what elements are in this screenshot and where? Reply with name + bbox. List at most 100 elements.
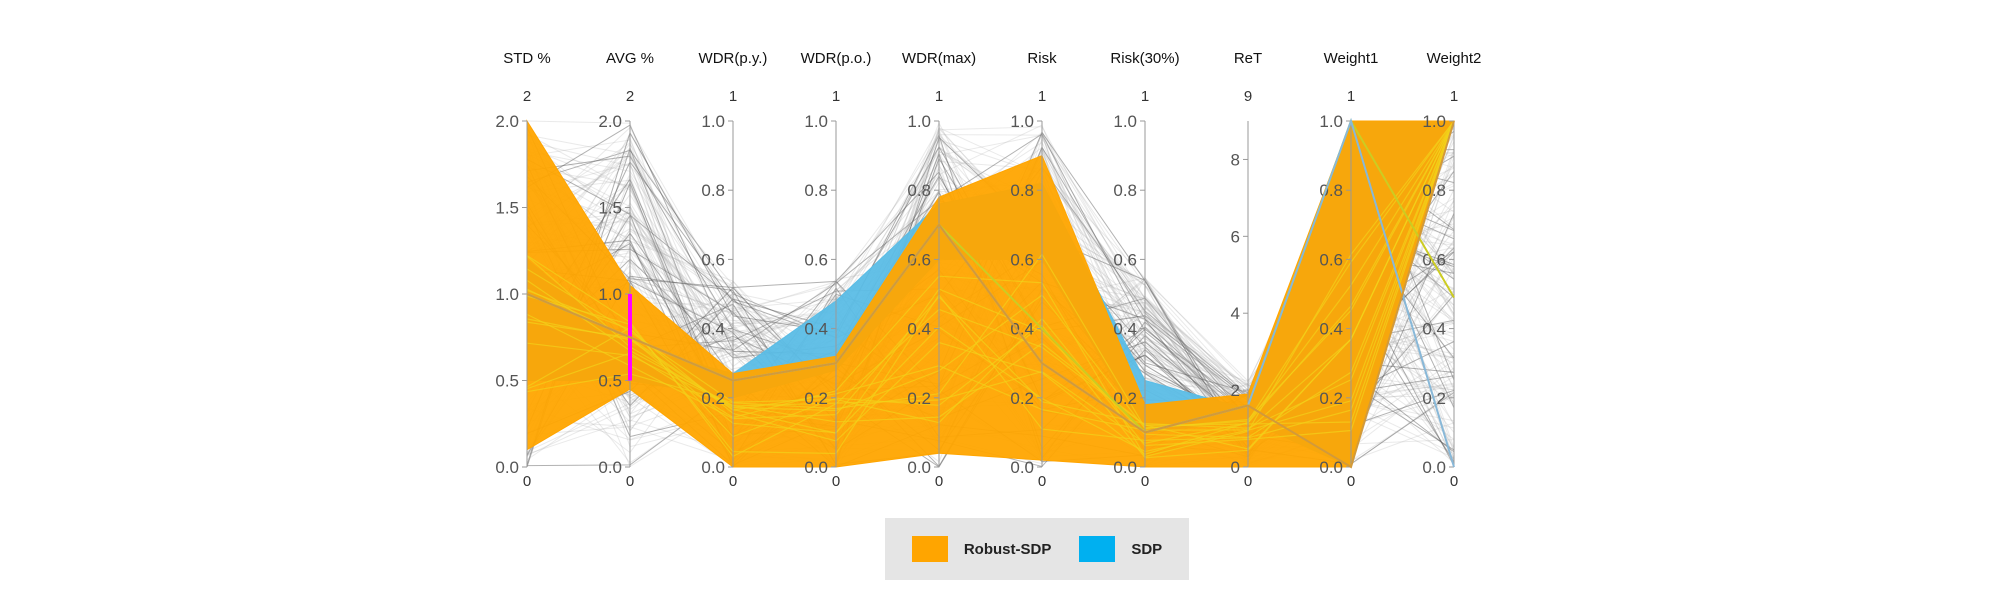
highlighted-line [526, 120, 1455, 469]
legend-swatch-robust-sdp [911, 536, 948, 562]
axis-max-label: 1 [832, 88, 840, 105]
tick-label: 0.2 [1010, 389, 1034, 408]
tick-label: 0.2 [1113, 389, 1137, 408]
tick-label: 0.0 [907, 458, 931, 477]
tick-label: 0.4 [907, 320, 931, 339]
legend-swatch-sdp [1079, 536, 1116, 562]
axis-max-label: 2 [523, 88, 531, 105]
axis-max-label: 2 [626, 88, 634, 105]
tick-label: 6 [1231, 227, 1240, 246]
legend-item-robust-sdp[interactable]: Robust-SDP [911, 536, 1052, 562]
axis-title-wdr-p-o: WDR(p.o.) [801, 50, 872, 67]
tick-label: 0.6 [1319, 250, 1343, 269]
axis-max-label: 1 [1450, 88, 1458, 105]
tick-label: 0.4 [1113, 320, 1137, 339]
axis-max-label: 1 [935, 88, 943, 105]
tick-label: 0.2 [907, 389, 931, 408]
tick-label: 8 [1231, 150, 1240, 169]
highlight-strand [526, 120, 1455, 438]
highlight-strand [526, 120, 1455, 430]
tick-label: 0.8 [1010, 181, 1034, 200]
legend-item-sdp[interactable]: SDP [1079, 536, 1162, 562]
tick-label: 0.6 [1422, 250, 1446, 269]
tick-label: 0.6 [701, 250, 725, 269]
tick-label: 1.0 [1113, 112, 1137, 131]
highlight-strand [526, 120, 1455, 431]
tick-label: 1.0 [1422, 112, 1446, 131]
axis-min-label: 0 [729, 473, 737, 490]
tick-label: 0.4 [1422, 320, 1446, 339]
tick-label: 0.4 [804, 320, 828, 339]
axis-title-wdr-max: WDR(max) [902, 50, 976, 67]
tick-label: 0.2 [701, 389, 725, 408]
highlight-strand [526, 120, 1455, 455]
tick-label: 0.8 [804, 181, 828, 200]
tick-label: 0.6 [804, 250, 828, 269]
highlight-strand [526, 120, 1455, 429]
tick-label: 0.8 [701, 181, 725, 200]
highlight-strand [526, 120, 1455, 447]
legend-label-sdp: SDP [1131, 540, 1163, 558]
tick-label: 2.0 [495, 112, 519, 131]
tick-label: 0.0 [1010, 458, 1034, 477]
tick-label: 0.0 [701, 458, 725, 477]
axis-title-weight2: Weight2 [1427, 50, 1482, 67]
axis-min-label: 0 [832, 473, 840, 490]
axis-min-label: 0 [1141, 473, 1149, 490]
highlight-strand [526, 120, 1455, 450]
tick-label: 1.5 [495, 199, 519, 218]
tick-label: 1.0 [1010, 112, 1034, 131]
axis-title-weight1: Weight1 [1324, 50, 1379, 67]
tick-label: 1.0 [1319, 112, 1343, 131]
tick-label: 0.0 [1113, 458, 1137, 477]
tick-label: 0.0 [1319, 458, 1343, 477]
tick-label: 0.4 [1319, 320, 1343, 339]
tick-label: 1.0 [495, 285, 519, 304]
axis-min-label: 0 [1450, 473, 1458, 490]
axis-title-wdr-p-y: WDR(p.y.) [699, 50, 768, 67]
highlight-strand [526, 120, 1455, 458]
tick-label: 0.4 [1010, 320, 1034, 339]
axis-min-label: 0 [935, 473, 943, 490]
axis-max-label: 1 [1347, 88, 1355, 105]
tick-label: 1.0 [907, 112, 931, 131]
axis-min-label: 0 [1244, 473, 1252, 490]
axis-min-label: 0 [523, 473, 531, 490]
tick-label: 1.0 [701, 112, 725, 131]
legend-label-robust-sdp: Robust-SDP [963, 540, 1052, 558]
tick-label: 1.5 [598, 199, 622, 218]
tick-label: 0.0 [804, 458, 828, 477]
tick-label: 4 [1231, 304, 1240, 323]
axis-title-avg: AVG % [606, 50, 654, 67]
tick-label: 0.2 [1319, 389, 1343, 408]
tick-label: 0.5 [495, 372, 519, 391]
highlighted-lines [526, 117, 1455, 469]
axis-min-label: 0 [1347, 473, 1355, 490]
tick-label: 0.5 [598, 372, 622, 391]
tick-label: 0.0 [495, 458, 519, 477]
tick-label: 0.0 [1422, 458, 1446, 477]
legend: Robust-SDP SDP [885, 518, 1189, 580]
tick-label: 2 [1231, 381, 1240, 400]
tick-label: 1.0 [598, 285, 622, 304]
tick-label: 0.4 [701, 320, 725, 339]
axis-title-risk-30: Risk(30%) [1110, 50, 1179, 67]
axis-title-ret: ReT [1234, 50, 1262, 67]
axis-title-risk: Risk [1027, 50, 1057, 67]
axis-max-label: 1 [1141, 88, 1149, 105]
tick-label: 0.6 [907, 250, 931, 269]
tick-label: 0.6 [1010, 250, 1034, 269]
tick-label: 0.0 [598, 458, 622, 477]
tick-label: 0.8 [907, 181, 931, 200]
highlight-strand [526, 120, 1455, 458]
axis-max-label: 9 [1244, 88, 1252, 105]
axis-min-label: 0 [1038, 473, 1046, 490]
tick-label: 1.0 [804, 112, 828, 131]
tick-label: 0.6 [1113, 250, 1137, 269]
tick-label: 0.2 [804, 389, 828, 408]
tick-label: 0.8 [1319, 181, 1343, 200]
highlight-strand [526, 120, 1455, 455]
tick-label: 0 [1231, 458, 1240, 477]
axis-max-label: 1 [729, 88, 737, 105]
